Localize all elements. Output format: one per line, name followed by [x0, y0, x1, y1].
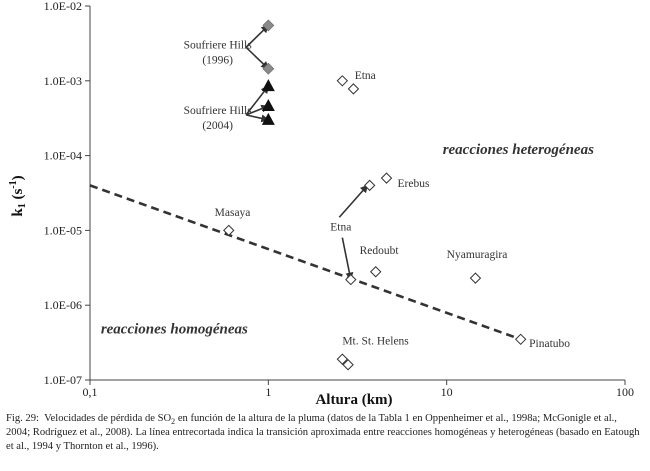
point-diamond-open [223, 224, 235, 237]
label-masaya: Masaya [215, 207, 251, 219]
label-line: Masaya [215, 207, 251, 219]
label-erebus: Erebus [397, 178, 429, 190]
annotation-arrow [338, 184, 369, 218]
axes: 1.0E-07 1.0E-06 1.0E-05 1.0E-04 1.0E-03 1.0E-… [44, 0, 634, 399]
label-sh2004: Soufriere Hills (2004) [184, 105, 253, 132]
y-tick-label: 1.0E-05 [44, 223, 82, 237]
x-tick-label: 0,1 [83, 385, 98, 399]
point-diamond-open [347, 83, 360, 95]
label-pinatubo: Pinatubo [529, 338, 570, 350]
data-points [223, 19, 527, 371]
annotation-arrow [341, 237, 354, 281]
annotation-labels: Soufriere Hills (1996) Soufriere Hills (200… [101, 40, 594, 351]
caption-text-end: en función de la altura de la pluma (dat… [6, 413, 640, 452]
annotation-arrows [245, 24, 369, 281]
y-tick-label: 1.0E-02 [44, 0, 82, 13]
label-etna1: Etna [355, 70, 376, 82]
label-line: Etna [330, 221, 351, 233]
label-etna2: Etna [330, 221, 351, 233]
point-diamond-open [345, 273, 357, 286]
label-line: Pinatubo [529, 338, 570, 350]
label-sthelens: Mt. St. Helens [342, 335, 409, 347]
label-nyamuragira: Nyamuragira [447, 249, 508, 261]
point-diamond-open [380, 172, 393, 184]
label-sh1996: Soufriere Hills (1996) [184, 40, 253, 67]
point-diamond-filled [262, 62, 275, 75]
label-line: Soufriere Hills [184, 40, 253, 52]
region-label-het: reacciones heterogéneas [443, 142, 594, 158]
chart: 1.0E-07 1.0E-06 1.0E-05 1.0E-04 1.0E-03 1.0E-… [8, 0, 634, 408]
point-diamond-open [363, 179, 376, 192]
y-axis-label: k1 (s-1) [8, 175, 28, 216]
label-line: Erebus [397, 178, 429, 190]
y-tick-label: 1.0E-07 [44, 373, 82, 387]
label-line: Etna [355, 70, 376, 82]
point-triangle [261, 99, 275, 112]
region-label-hom: reacciones homogéneas [101, 321, 248, 337]
point-diamond-open [514, 333, 527, 346]
label-line: (2004) [202, 120, 233, 132]
x-tick-label: 100 [616, 385, 634, 399]
label-line: Nyamuragira [447, 249, 508, 261]
point-diamond-open [342, 359, 354, 371]
x-axis-label: Altura (km) [315, 392, 392, 408]
y-tick-label: 1.0E-04 [44, 149, 82, 163]
label-line: (1996) [202, 55, 233, 67]
transition-line [89, 184, 522, 341]
point-diamond-open [336, 75, 349, 87]
annotation-arrow [245, 114, 270, 123]
x-tick-label: 1 [265, 385, 271, 399]
y-tick-label: 1.0E-03 [44, 74, 82, 88]
caption-fig-number: Fig. 29: [6, 413, 39, 424]
point-triangle [261, 79, 275, 92]
point-diamond-filled [262, 19, 275, 32]
point-triangle [261, 112, 275, 125]
point-diamond-open [369, 266, 382, 278]
label-line: Mt. St. Helens [342, 335, 409, 347]
figure-caption: Fig. 29: Velocidades de pérdida de SO2 e… [6, 412, 642, 454]
caption-text-start: Velocidades de pérdida de SO [44, 413, 172, 424]
caption-subscript: 2 [171, 417, 176, 427]
annotation-arrow [245, 24, 270, 48]
y-tick-label: 1.0E-06 [44, 298, 82, 312]
label-line: Soufriere Hills [184, 105, 253, 117]
label-line: Redoubt [360, 245, 400, 257]
transition-line-segment [89, 184, 522, 341]
point-diamond-open [469, 272, 482, 284]
annotation-arrow [245, 46, 270, 70]
x-tick-label: 10 [441, 385, 453, 399]
point-diamond-open [336, 353, 349, 365]
label-redoubt: Redoubt [360, 245, 400, 257]
